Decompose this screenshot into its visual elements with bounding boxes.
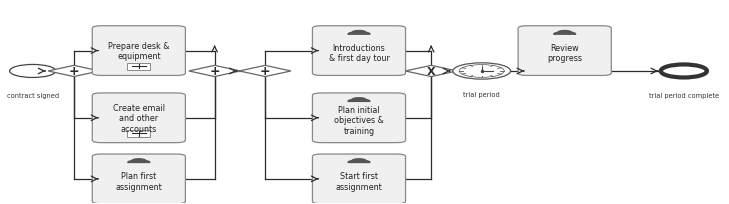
Polygon shape — [348, 33, 370, 35]
Bar — [128, 131, 150, 137]
Circle shape — [558, 31, 572, 35]
Text: Introductions
& first day tour: Introductions & first day tour — [329, 44, 389, 63]
Text: +: + — [69, 64, 79, 78]
Text: Start first
assignment: Start first assignment — [335, 171, 383, 191]
Polygon shape — [239, 66, 291, 77]
Polygon shape — [348, 160, 370, 163]
Text: contract signed: contract signed — [7, 92, 59, 98]
Text: X: X — [427, 66, 435, 76]
FancyBboxPatch shape — [313, 93, 405, 143]
Bar — [128, 64, 150, 70]
FancyBboxPatch shape — [93, 93, 185, 143]
Text: Plan initial
objectives &
training: Plan initial objectives & training — [334, 105, 384, 135]
FancyBboxPatch shape — [313, 27, 405, 76]
Text: trial period: trial period — [464, 92, 500, 98]
Polygon shape — [405, 66, 457, 77]
Text: Create email
and other
accounts: Create email and other accounts — [113, 103, 165, 133]
FancyBboxPatch shape — [313, 154, 405, 204]
Polygon shape — [128, 160, 150, 163]
Text: Prepare desk &
equipment: Prepare desk & equipment — [108, 42, 170, 61]
Text: trial period complete: trial period complete — [649, 92, 719, 98]
Circle shape — [131, 158, 147, 162]
Circle shape — [351, 98, 367, 102]
Circle shape — [9, 65, 56, 78]
Text: +: + — [260, 64, 270, 78]
Text: Plan first
assignment: Plan first assignment — [115, 171, 163, 191]
Circle shape — [660, 65, 707, 78]
Text: Review
progress: Review progress — [547, 44, 582, 63]
Text: +: + — [209, 64, 220, 78]
FancyBboxPatch shape — [518, 27, 612, 76]
FancyBboxPatch shape — [93, 27, 185, 76]
Polygon shape — [554, 33, 576, 35]
Circle shape — [351, 158, 367, 162]
Polygon shape — [189, 66, 241, 77]
Circle shape — [453, 63, 510, 80]
FancyBboxPatch shape — [93, 154, 185, 204]
Polygon shape — [48, 66, 100, 77]
Circle shape — [459, 65, 504, 78]
Circle shape — [351, 31, 367, 35]
Polygon shape — [348, 100, 370, 102]
